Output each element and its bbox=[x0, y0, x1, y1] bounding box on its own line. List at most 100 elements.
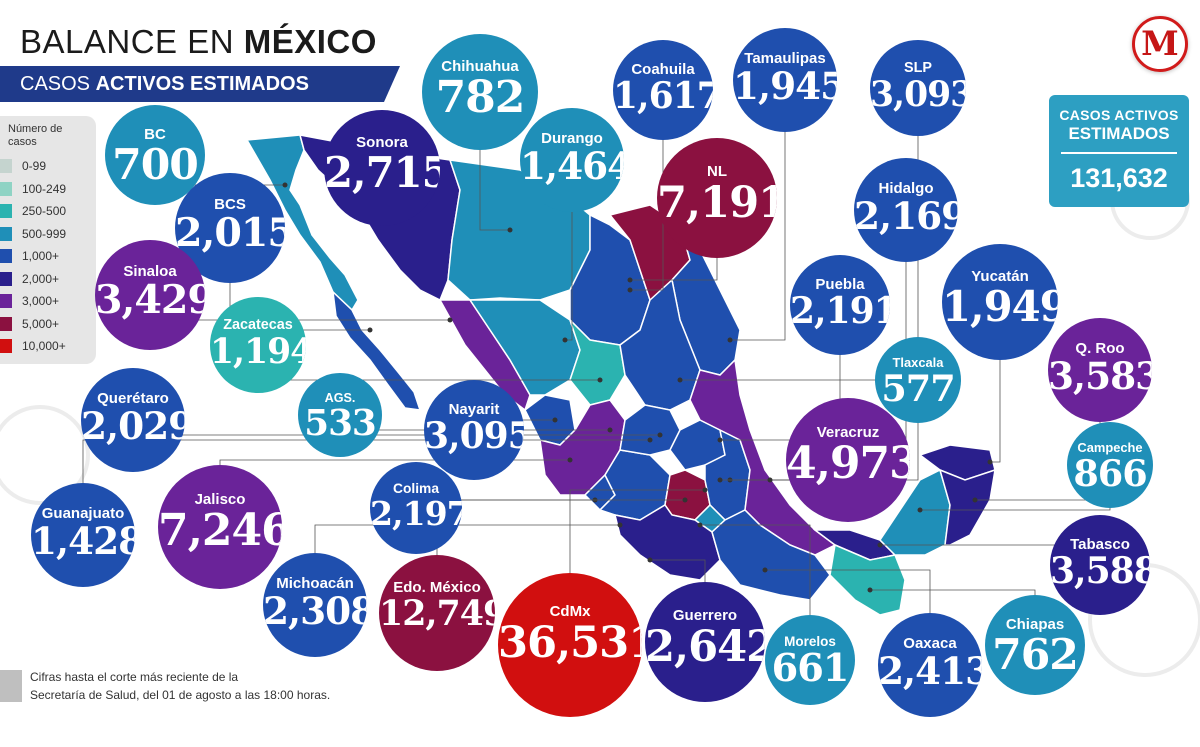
state-name: Querétaro bbox=[97, 389, 169, 407]
state-name: Campeche bbox=[1077, 440, 1143, 456]
milenio-logo: M bbox=[1132, 16, 1188, 72]
state-value: 1,949 bbox=[942, 282, 1058, 332]
legend-item: 100-249 bbox=[0, 179, 96, 199]
leader-dot bbox=[762, 567, 768, 573]
leader-dot bbox=[972, 497, 978, 503]
state-bubble: Sinaloa 3,429 bbox=[95, 240, 205, 350]
state-name: Puebla bbox=[815, 276, 865, 293]
leader-line bbox=[630, 90, 664, 291]
state-name: SLP bbox=[904, 60, 932, 77]
state-value: 2,715 bbox=[324, 148, 440, 198]
legend-swatch bbox=[0, 159, 12, 173]
leader-dot bbox=[867, 587, 873, 593]
state-value: 866 bbox=[1073, 451, 1147, 495]
state-value: 1,945 bbox=[733, 63, 837, 108]
legend-swatch bbox=[0, 249, 12, 263]
leader-dot bbox=[677, 377, 683, 383]
state-bubble: SLP 3,093 bbox=[870, 40, 966, 136]
map-region-durango bbox=[468, 299, 581, 396]
state-value: 1,617 bbox=[613, 75, 713, 117]
leader-dot bbox=[717, 437, 723, 443]
legend-item: 1,000+ bbox=[0, 246, 96, 266]
leader-line bbox=[132, 420, 660, 436]
map-region-qroo bbox=[938, 468, 996, 546]
state-bubble: Jalisco 7,246 bbox=[158, 465, 282, 589]
state-name: AGS. bbox=[324, 390, 356, 405]
state-name: Sonora bbox=[356, 134, 408, 152]
legend-item: 2,000+ bbox=[0, 269, 96, 289]
state-name: Tabasco bbox=[1070, 536, 1130, 553]
leader-dot bbox=[767, 477, 773, 483]
leader-dot bbox=[507, 227, 513, 233]
state-name: Durango bbox=[541, 129, 603, 147]
leader-dot bbox=[647, 437, 653, 443]
state-bubble: Puebla 2,191 bbox=[790, 255, 890, 355]
legend-swatch bbox=[0, 271, 12, 286]
legend-item: 10,000+ bbox=[0, 336, 96, 356]
note-line-1: Cifras hasta el corte más reciente de la bbox=[30, 670, 239, 684]
state-name: Edo. México bbox=[393, 579, 481, 597]
state-value: 1,194 bbox=[210, 331, 306, 372]
leader-dot bbox=[617, 522, 623, 528]
state-value: 3,093 bbox=[870, 74, 966, 115]
state-bubble: AGS. 533 bbox=[298, 373, 382, 457]
state-value: 3,583 bbox=[1048, 353, 1152, 398]
leader-dot bbox=[552, 417, 558, 423]
state-name: Hidalgo bbox=[878, 179, 934, 197]
state-value: 700 bbox=[112, 140, 199, 190]
state-bubble: Campeche 866 bbox=[1067, 422, 1153, 508]
leader-dot bbox=[682, 497, 688, 503]
state-value: 1,428 bbox=[31, 518, 135, 563]
state-name: Sinaloa bbox=[123, 263, 177, 281]
map-region-oaxaca bbox=[711, 509, 831, 601]
state-name: Q. Roo bbox=[1075, 339, 1125, 357]
state-value: 3,095 bbox=[424, 415, 524, 457]
leader-dot bbox=[447, 317, 453, 323]
state-name: Nayarit bbox=[448, 401, 500, 418]
state-bubble: Michoacán 2,308 bbox=[263, 553, 367, 657]
state-value: 12,749 bbox=[379, 593, 495, 635]
legend-item: 0-99 bbox=[0, 156, 96, 176]
legend-swatch bbox=[0, 181, 12, 196]
state-value: 762 bbox=[992, 630, 1079, 680]
state-name: Coahuila bbox=[631, 61, 695, 78]
state-bubble: Nayarit 3,095 bbox=[424, 380, 524, 480]
state-value: 1,464 bbox=[520, 143, 624, 188]
total-cases-box: CASOS ACTIVOS ESTIMADOS 131,632 bbox=[1049, 95, 1189, 207]
leader-dot bbox=[367, 327, 373, 333]
state-value: 577 bbox=[881, 366, 955, 410]
total-label-line1: CASOS ACTIVOS bbox=[1059, 107, 1179, 123]
state-value: 7,246 bbox=[158, 505, 282, 557]
legend-label: 250-500 bbox=[22, 204, 67, 218]
legend-label: 3,000+ bbox=[22, 294, 60, 308]
state-bubble: Tamaulipas 1,945 bbox=[733, 28, 837, 132]
state-value: 2,413 bbox=[878, 648, 982, 693]
state-bubble: Guerrero 2,642 bbox=[645, 582, 765, 702]
state-value: 2,308 bbox=[263, 588, 367, 633]
state-name: Zacatecas bbox=[223, 317, 293, 334]
legend-label: 100-249 bbox=[22, 181, 67, 196]
state-bubble: Chiapas 762 bbox=[985, 595, 1085, 695]
legend-swatch bbox=[0, 316, 12, 331]
state-name: Veracruz bbox=[816, 424, 880, 442]
state-name: Morelos bbox=[784, 633, 836, 649]
leader-line bbox=[730, 80, 786, 341]
leader-dot bbox=[727, 337, 733, 343]
state-name: Guerrero bbox=[672, 607, 738, 625]
state-name: BC bbox=[144, 126, 166, 143]
state-name: Chiapas bbox=[1005, 616, 1065, 633]
state-name: Tamaulipas bbox=[744, 49, 826, 67]
state-name: Chihuahua bbox=[441, 58, 519, 76]
note-marker bbox=[0, 670, 22, 702]
state-name: BCS bbox=[214, 196, 246, 214]
state-value: 2,029 bbox=[81, 403, 185, 448]
state-bubble: Veracruz 4,973 bbox=[786, 398, 910, 522]
state-value: 36,531 bbox=[498, 617, 642, 669]
state-bubble: Oaxaca 2,413 bbox=[878, 613, 982, 717]
leader-dot bbox=[607, 427, 613, 433]
state-value: 2,642 bbox=[645, 621, 765, 673]
state-bubble: Sonora 2,715 bbox=[324, 110, 440, 226]
map-region-chiapas bbox=[829, 543, 906, 616]
total-value: 131,632 bbox=[1070, 163, 1168, 193]
